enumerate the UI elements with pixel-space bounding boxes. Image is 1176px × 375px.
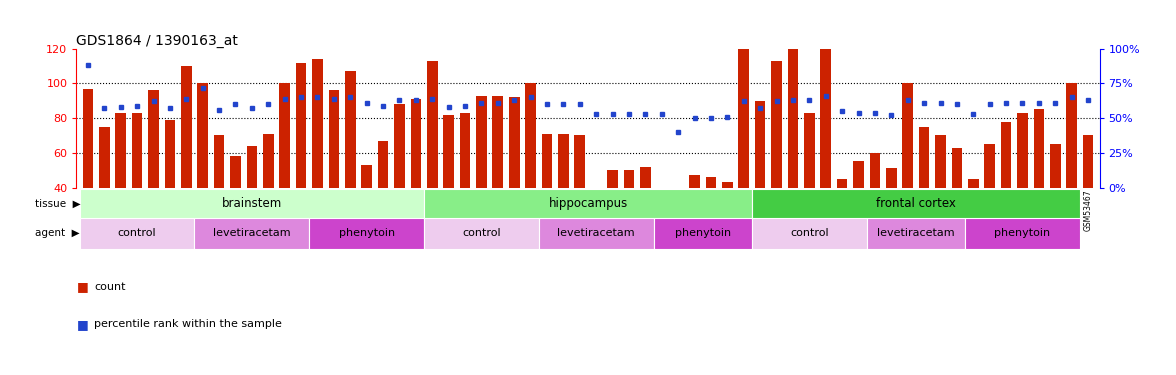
Bar [918, 127, 929, 188]
Text: phenytoin: phenytoin [675, 228, 730, 238]
Bar [198, 84, 208, 188]
Bar [1083, 135, 1094, 188]
Text: hippocampus: hippocampus [548, 197, 628, 210]
Bar [886, 168, 896, 188]
Bar [739, 49, 749, 188]
Bar [673, 188, 683, 222]
Bar [181, 66, 192, 188]
Bar [345, 71, 355, 188]
Bar [984, 144, 995, 188]
Bar [706, 177, 716, 188]
Bar [902, 84, 913, 188]
Bar [542, 134, 553, 188]
Bar [1050, 144, 1061, 188]
Text: agent  ▶: agent ▶ [35, 228, 80, 238]
Bar [640, 166, 650, 188]
Text: levetiracetam: levetiracetam [213, 228, 290, 238]
Bar [214, 135, 225, 188]
Bar [804, 113, 815, 188]
Bar [869, 153, 881, 188]
Bar [526, 84, 536, 188]
Text: control: control [118, 228, 156, 238]
Text: phenytoin: phenytoin [995, 228, 1050, 238]
Bar [394, 104, 405, 188]
Bar [194, 217, 309, 249]
Bar [771, 61, 782, 188]
Bar [460, 113, 470, 188]
Bar [476, 96, 487, 188]
Bar [247, 146, 258, 188]
Bar [443, 115, 454, 188]
Bar [493, 96, 503, 188]
Bar [854, 162, 864, 188]
Text: frontal cortex: frontal cortex [876, 197, 956, 210]
Text: brainstem: brainstem [222, 197, 282, 210]
Bar [115, 113, 126, 188]
Bar [80, 189, 425, 217]
Text: GDS1864 / 1390163_at: GDS1864 / 1390163_at [76, 34, 239, 48]
Text: control: control [790, 228, 829, 238]
Bar [165, 120, 175, 188]
Text: percentile rank within the sample: percentile rank within the sample [94, 320, 282, 329]
Bar [80, 217, 194, 249]
Text: tissue  ▶: tissue ▶ [35, 198, 81, 208]
Bar [132, 113, 142, 188]
Bar [509, 98, 520, 188]
Bar [1067, 84, 1077, 188]
Bar [951, 148, 962, 188]
Bar [607, 170, 617, 188]
Bar [82, 88, 93, 188]
Bar [425, 217, 539, 249]
Bar [309, 217, 425, 249]
Bar [295, 63, 307, 188]
Bar [590, 188, 602, 205]
Text: ■: ■ [76, 318, 88, 331]
Bar [377, 141, 388, 188]
Bar [263, 134, 274, 188]
Bar [559, 134, 569, 188]
Bar [821, 49, 831, 188]
Bar [689, 176, 700, 188]
Bar [427, 61, 437, 188]
Text: levetiracetam: levetiracetam [877, 228, 955, 238]
Bar [837, 179, 848, 188]
Bar [654, 217, 751, 249]
Bar [867, 217, 965, 249]
Bar [965, 217, 1080, 249]
Bar [328, 90, 339, 188]
Text: control: control [462, 228, 501, 238]
Text: levetiracetam: levetiracetam [557, 228, 635, 238]
Bar [755, 101, 766, 188]
Bar [935, 135, 946, 188]
Bar [1034, 110, 1044, 188]
Text: ■: ■ [76, 280, 88, 293]
Bar [722, 182, 733, 188]
Bar [425, 189, 751, 217]
Bar [623, 170, 634, 188]
Bar [280, 84, 290, 188]
Bar [230, 156, 241, 188]
Text: phenytoin: phenytoin [339, 228, 395, 238]
Bar [1017, 113, 1028, 188]
Bar [751, 217, 867, 249]
Bar [99, 127, 109, 188]
Bar [148, 90, 159, 188]
Bar [1001, 122, 1011, 188]
Bar [751, 189, 1080, 217]
Bar [788, 49, 799, 188]
Bar [312, 59, 322, 188]
Bar [968, 179, 978, 188]
Text: count: count [94, 282, 126, 292]
Bar [539, 217, 654, 249]
Bar [574, 135, 586, 188]
Bar [361, 165, 372, 188]
Bar [410, 99, 421, 188]
